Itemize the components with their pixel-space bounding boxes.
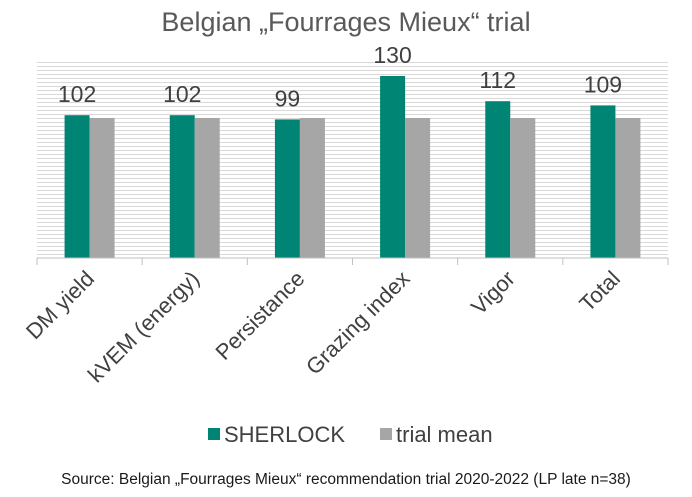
- legend: SHERLOCK trial mean: [208, 422, 493, 447]
- data-label: 112: [479, 67, 516, 93]
- bar-sherlock-3: [274, 119, 300, 259]
- x-tick-label: DM yield: [21, 266, 99, 344]
- chart-title: Belgian „Fourrages Mieux“ trial: [161, 7, 530, 37]
- data-label: 130: [373, 42, 411, 68]
- legend-swatch: [208, 428, 220, 440]
- source-note: Source: Belgian „Fourrages Mieux“ recomm…: [61, 471, 631, 488]
- x-tick-label: Vigor: [466, 266, 520, 320]
- data-label: 102: [58, 81, 96, 107]
- bar-trial-mean-3: [299, 118, 325, 258]
- bar-sherlock-6: [590, 105, 616, 259]
- x-tick-label: Total: [574, 266, 625, 317]
- legend-swatch: [380, 428, 392, 440]
- data-label: 99: [275, 85, 301, 111]
- data-label: 109: [584, 71, 622, 97]
- bar-trial-mean-4: [405, 118, 431, 258]
- bar-trial-mean-1: [89, 118, 115, 258]
- bar-sherlock-5: [485, 101, 511, 258]
- x-tick-label: kVEM (energy): [83, 266, 204, 387]
- x-ticks: [36, 258, 669, 265]
- data-labels: 102 102 99 130 112 109: [58, 42, 622, 111]
- bars: [64, 76, 641, 259]
- legend-label: trial mean: [396, 422, 493, 447]
- x-tick-label: Grazing index: [301, 266, 415, 380]
- data-label: 102: [163, 81, 201, 107]
- x-tick-label: Persistance: [210, 266, 309, 365]
- bar-trial-mean-6: [615, 118, 641, 258]
- bar-sherlock-1: [64, 115, 90, 258]
- bar-sherlock-4: [380, 76, 406, 258]
- legend-label: SHERLOCK: [224, 422, 345, 447]
- bar-sherlock-2: [169, 115, 195, 258]
- gridlines: [37, 62, 668, 255]
- bar-trial-mean-5: [510, 118, 536, 258]
- bar-trial-mean-2: [194, 118, 220, 258]
